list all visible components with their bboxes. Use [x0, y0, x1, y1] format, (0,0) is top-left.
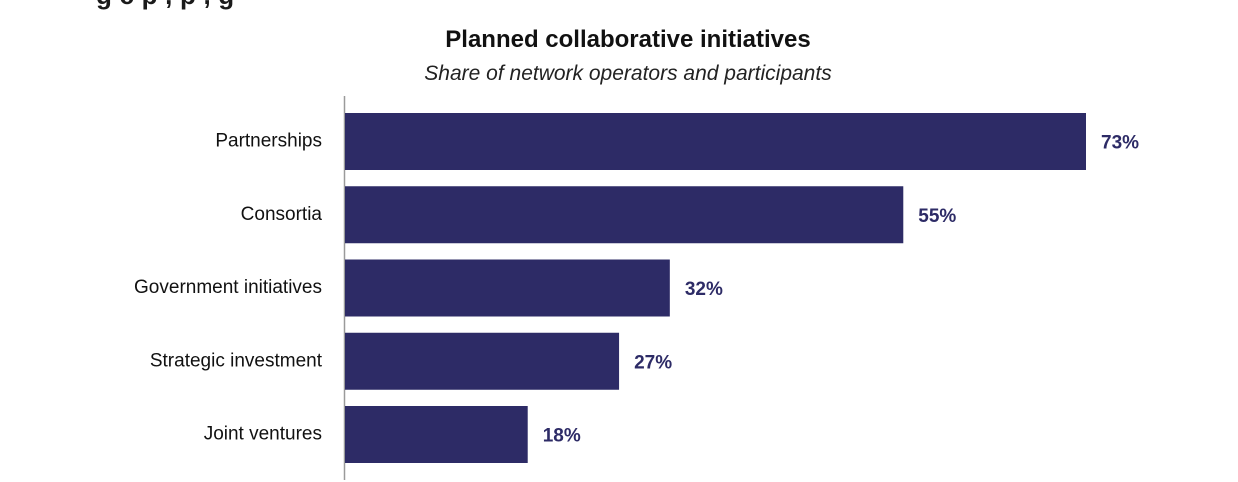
- category-label: Government initiatives: [134, 277, 322, 298]
- category-label: Partnerships: [215, 131, 322, 152]
- category-label: Joint ventures: [204, 424, 322, 445]
- bar-consortia: [345, 186, 904, 244]
- bar-strategic-investment: [345, 332, 620, 390]
- value-label: 73%: [1101, 133, 1139, 154]
- category-label: Strategic investment: [150, 350, 323, 371]
- chart-title: Planned collaborative initiatives: [445, 26, 811, 53]
- value-label: 18%: [543, 426, 581, 447]
- chart-subtitle: Share of network operators and participa…: [424, 62, 832, 85]
- bar-joint-ventures: [345, 406, 528, 463]
- cropped-heading-text: g c p , p , g: [96, 0, 234, 11]
- value-label: 55%: [918, 206, 956, 227]
- bar-government-initiatives: [345, 259, 670, 317]
- value-label: 32%: [685, 279, 723, 300]
- bar-partnerships: [345, 113, 1086, 170]
- value-label: 27%: [634, 352, 672, 373]
- category-label: Consortia: [241, 204, 323, 225]
